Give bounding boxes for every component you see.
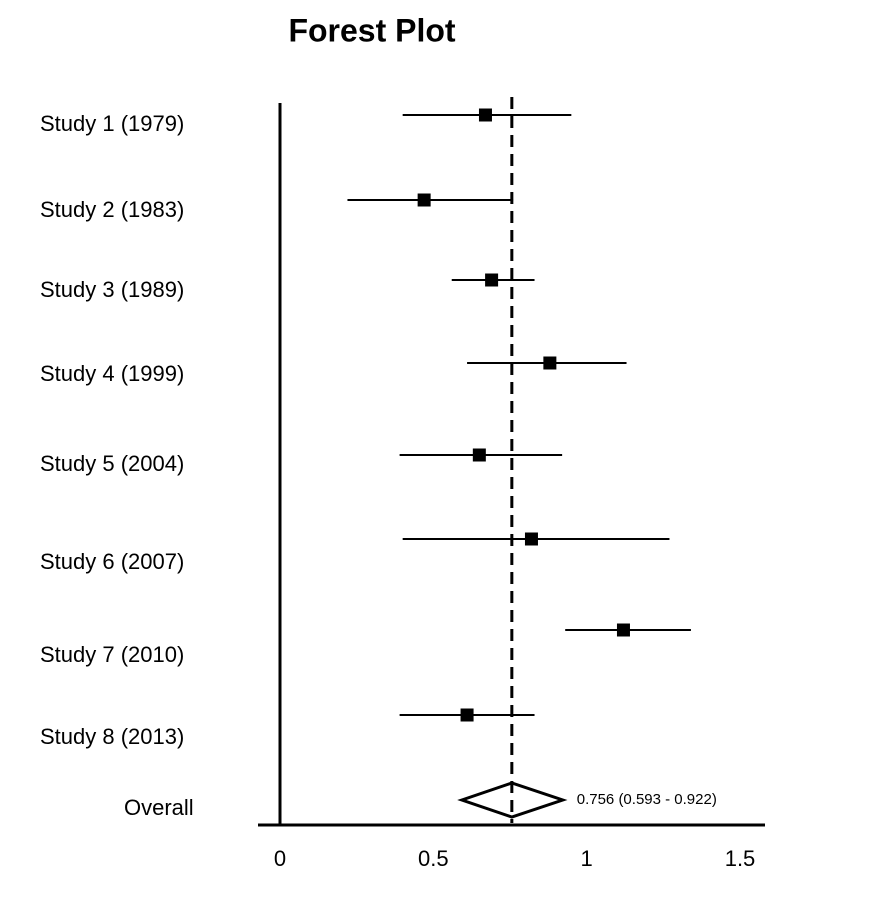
study-label: Study 7 (2010) — [40, 642, 184, 667]
overall-label: Overall — [124, 795, 194, 820]
study-label: Study 3 (1989) — [40, 277, 184, 302]
study-label: Study 5 (2004) — [40, 451, 184, 476]
x-tick-label: 0 — [274, 846, 286, 871]
point-estimate — [472, 448, 486, 462]
x-tick-label: 0.5 — [418, 846, 449, 871]
study-label: Study 1 (1979) — [40, 111, 184, 136]
point-estimate — [460, 708, 474, 722]
overall-diamond — [457, 781, 568, 819]
study-label: Study 8 (2013) — [40, 724, 184, 749]
point-estimate — [543, 356, 557, 370]
point-estimate — [524, 532, 538, 546]
point-estimate — [417, 193, 431, 207]
study-label: Study 4 (1999) — [40, 361, 184, 386]
point-estimate — [478, 108, 492, 122]
chart-title: Forest Plot — [288, 12, 455, 48]
x-tick-label: 1 — [581, 846, 593, 871]
point-estimate — [616, 623, 630, 637]
overall-annotation: 0.756 (0.593 - 0.922) — [577, 791, 717, 808]
point-estimate — [485, 273, 499, 287]
x-tick-label: 1.5 — [725, 846, 756, 871]
study-label: Study 6 (2007) — [40, 549, 184, 574]
study-label: Study 2 (1983) — [40, 197, 184, 222]
